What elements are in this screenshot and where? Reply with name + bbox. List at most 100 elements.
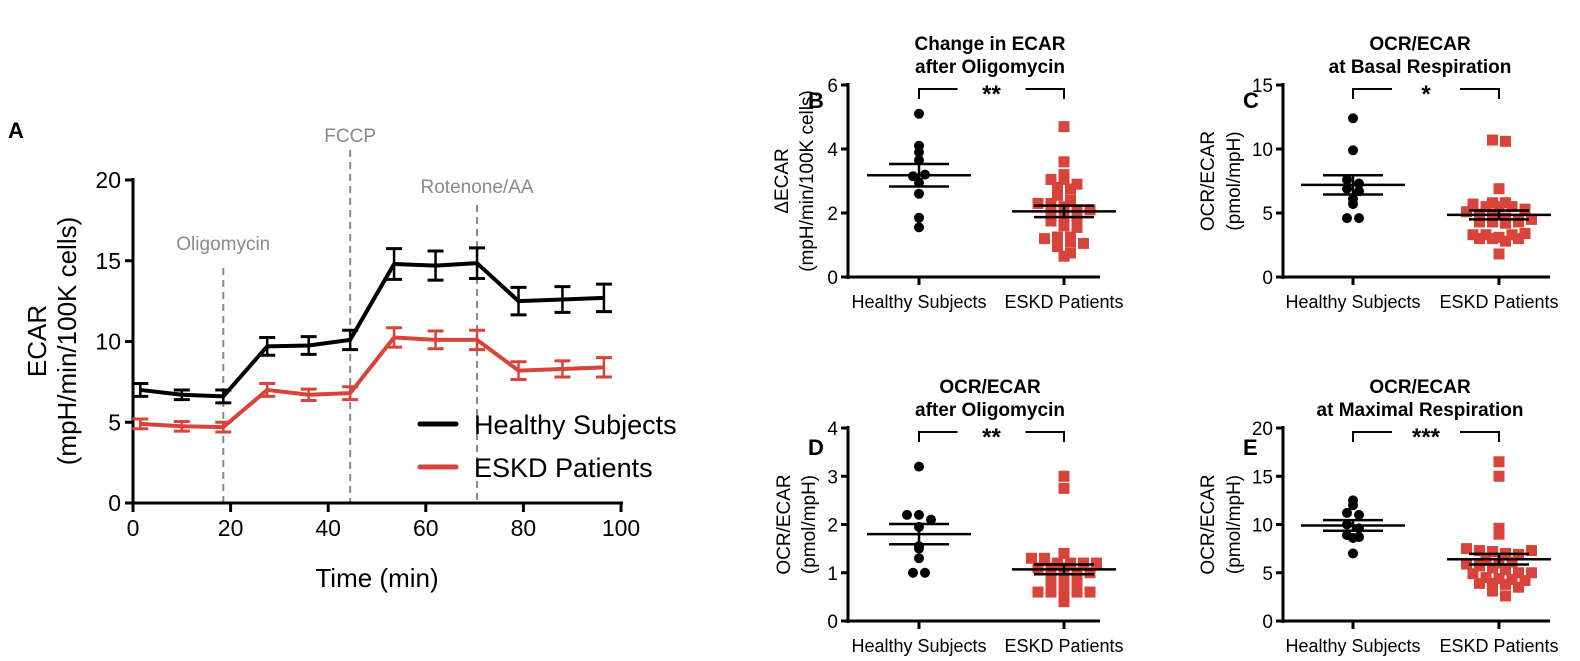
error-bar xyxy=(173,388,190,402)
data-point xyxy=(1348,548,1358,559)
panel-title: Change in ECAR xyxy=(915,34,1066,55)
x-tick-label: 0 xyxy=(127,515,140,541)
data-point xyxy=(1506,556,1518,568)
data-point xyxy=(1500,235,1511,247)
y-tick-label: 0 xyxy=(1262,268,1273,289)
injection-marker-label: Oligomycin xyxy=(176,234,270,255)
data-point xyxy=(914,108,924,119)
error-bar xyxy=(469,328,486,352)
data-point xyxy=(1071,221,1083,233)
injection-marker-label: FCCP xyxy=(324,126,376,147)
data-point xyxy=(1039,233,1050,245)
data-point xyxy=(1493,573,1505,585)
data-point xyxy=(1500,212,1511,224)
panel-label-b: B xyxy=(808,88,824,113)
data-point xyxy=(1342,183,1352,194)
y-tick-label: 10 xyxy=(1252,516,1273,537)
data-point xyxy=(914,222,924,233)
x-tick-label: Healthy Subjects xyxy=(851,292,986,312)
bracket-right xyxy=(1025,88,1065,99)
data-point xyxy=(1058,482,1070,494)
series-line xyxy=(140,261,604,399)
error-bar xyxy=(427,249,444,282)
series-line xyxy=(140,335,604,430)
x-tick-label: ESKD Patients xyxy=(1439,636,1558,656)
significance-bracket: * xyxy=(1352,81,1500,108)
group-eskd xyxy=(1012,470,1116,608)
data-point xyxy=(1474,233,1485,245)
group-healthy xyxy=(867,461,971,578)
x-tick-label: Healthy Subjects xyxy=(851,636,986,656)
error-bar xyxy=(386,247,403,281)
data-point xyxy=(1058,572,1070,584)
data-point xyxy=(1342,507,1352,518)
data-point xyxy=(1342,530,1352,541)
bracket-left xyxy=(918,431,958,442)
data-point xyxy=(1526,213,1537,225)
y-tick-label: 15 xyxy=(95,248,121,274)
data-point xyxy=(1500,135,1511,147)
data-point xyxy=(1480,572,1492,584)
y-axis-label: (mpH/min/100K cells) xyxy=(797,90,818,272)
legend-label: Healthy Subjects xyxy=(474,410,677,440)
error-bar xyxy=(259,381,276,398)
series-healthy xyxy=(132,246,612,405)
error-bar xyxy=(215,388,232,405)
data-point xyxy=(1506,229,1518,241)
mean-sem-bar xyxy=(1447,552,1551,566)
data-point xyxy=(1045,215,1057,227)
group-eskd xyxy=(1012,121,1116,262)
data-point xyxy=(1493,528,1505,540)
group-healthy xyxy=(1301,495,1405,559)
data-point xyxy=(1500,590,1511,602)
y-tick-label: 0 xyxy=(827,612,838,633)
data-point xyxy=(1526,545,1537,557)
y-tick-label: 2 xyxy=(827,516,838,537)
data-point xyxy=(1354,178,1364,189)
x-tick-label: Healthy Subjects xyxy=(1285,292,1420,312)
data-point xyxy=(1474,560,1485,572)
bracket-left xyxy=(1352,88,1392,99)
error-bar xyxy=(132,381,149,398)
data-point xyxy=(1084,567,1096,579)
data-point xyxy=(1052,181,1063,193)
data-point xyxy=(1480,201,1492,213)
data-point xyxy=(1467,568,1479,580)
data-point xyxy=(1487,134,1498,146)
data-point xyxy=(908,567,918,578)
x-tick-label: 80 xyxy=(511,515,537,541)
data-point xyxy=(1354,213,1364,224)
data-point xyxy=(1474,577,1485,589)
significance-bracket: ** xyxy=(918,81,1065,108)
error-bar xyxy=(342,385,359,402)
data-point xyxy=(1519,203,1531,215)
y-tick-label: 5 xyxy=(1262,204,1273,225)
data-point xyxy=(1487,197,1498,209)
group-eskd xyxy=(1447,134,1551,260)
data-point xyxy=(1461,558,1472,570)
error-bar xyxy=(386,326,403,349)
data-point xyxy=(1058,596,1070,608)
data-point xyxy=(1032,562,1044,574)
data-point xyxy=(1071,567,1083,579)
data-point xyxy=(1071,586,1083,598)
data-point xyxy=(1480,229,1492,241)
data-point xyxy=(1461,543,1472,555)
panel-label-e: E xyxy=(1243,435,1258,460)
y-axis-label: ECAR xyxy=(22,305,52,377)
mean-sem-bar xyxy=(867,162,971,188)
error-bar xyxy=(342,328,359,352)
data-point xyxy=(1500,564,1511,576)
mean-sem-bar xyxy=(1447,209,1551,221)
data-point xyxy=(1354,532,1364,543)
data-point xyxy=(1045,572,1057,584)
data-point xyxy=(1039,552,1050,564)
error-bar xyxy=(300,335,317,356)
data-point xyxy=(1342,174,1352,185)
error-bar xyxy=(427,329,444,351)
data-point xyxy=(902,509,912,520)
data-point xyxy=(1065,194,1076,206)
data-point xyxy=(1500,197,1511,209)
data-point xyxy=(1519,574,1531,586)
